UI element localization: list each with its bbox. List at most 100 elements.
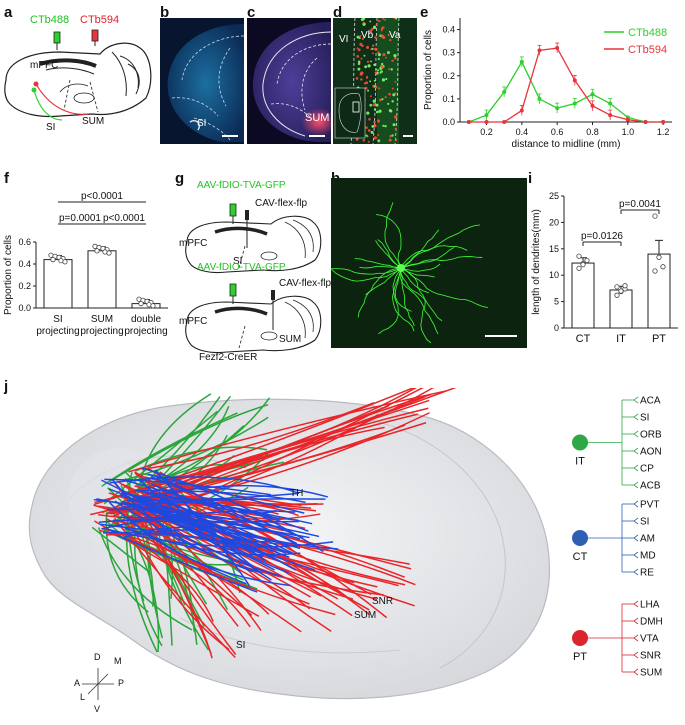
data-point [519, 108, 524, 113]
panel-f-chart: 0.0 0.2 0.4 0.6 Proportion of cells SI project… [0, 176, 175, 366]
labelled-cell [389, 135, 392, 138]
labelled-cell [369, 20, 372, 23]
labelled-cell [372, 52, 374, 55]
category-label: CT [576, 333, 591, 345]
data-dot [614, 292, 620, 298]
legend-label: CTb594 [628, 44, 667, 56]
target-label: SNR [640, 651, 661, 662]
labelled-cell [391, 59, 394, 62]
y-tick-label: 0.2 [442, 71, 455, 81]
data-dot [580, 262, 586, 268]
y-tick-label: 0.6 [18, 237, 31, 247]
labelled-cell [378, 19, 381, 23]
pt-axon [128, 390, 447, 473]
it-axon [101, 412, 238, 487]
dendrite [331, 267, 402, 282]
y-tick-label: 15 [549, 244, 559, 254]
compass-l: L [80, 692, 86, 702]
coronal-section-si [167, 24, 244, 142]
target-label: CP [640, 464, 654, 475]
labelled-cell [359, 34, 362, 37]
panel-label-i: i [528, 170, 533, 187]
it-axon [91, 526, 150, 573]
dendrite [391, 267, 415, 332]
labelled-cell [395, 18, 398, 20]
y-axis-label: Proportion of cells [3, 235, 14, 315]
data-point [608, 113, 613, 118]
labelled-cell [355, 137, 359, 141]
y-tick-label: 5 [554, 297, 559, 307]
data-point [590, 92, 595, 97]
ct-axon [109, 502, 247, 585]
labelled-cell [363, 54, 366, 57]
legend-label: CTb488 [628, 27, 667, 39]
labelled-cell [377, 53, 382, 57]
neuron-type-PT [572, 630, 588, 646]
bar [647, 253, 671, 329]
labelled-cell [365, 134, 368, 137]
mpfc-label-1: mPFC [179, 238, 208, 249]
pt-axon [121, 413, 419, 503]
data-dot [50, 257, 56, 263]
target-label: SI [640, 517, 649, 528]
labelled-cell [365, 76, 368, 79]
data-point [608, 101, 613, 106]
y-tick-label: 0.2 [18, 281, 31, 291]
compass-d: D [94, 652, 101, 662]
series-line-CTb594 [468, 47, 664, 123]
panel-h-micrograph [331, 178, 527, 348]
labelled-cell [368, 118, 371, 121]
y-tick-label: 20 [549, 217, 559, 227]
ct-axon [112, 519, 299, 523]
region-mpfc-label: mPFC [30, 60, 59, 71]
labelled-cell [387, 33, 390, 36]
y-axis-label: Proportion of cells [423, 30, 434, 110]
branch-arrowhead [633, 634, 639, 642]
it-axon [97, 527, 193, 631]
labelled-cell [388, 109, 392, 113]
y-tick-label: 0.1 [442, 94, 455, 104]
neuron-type-label: CT [573, 551, 588, 563]
dendrite [400, 267, 415, 327]
region-sum-label: SUM [82, 116, 105, 127]
panel-g-schematic: AAV-fDIO-TVA-GFP CAV-flex-flp mPFC SI AA… [175, 176, 331, 368]
significance-label: p<0.0001 [103, 213, 145, 224]
labelled-cell [373, 120, 376, 124]
labelled-cell [377, 69, 380, 72]
dendrite [384, 202, 402, 269]
labelled-cell [356, 55, 360, 58]
bar [131, 303, 161, 309]
labelled-cell [380, 34, 384, 38]
labelled-cell [357, 60, 361, 63]
data-dot [62, 259, 68, 265]
data-dot [576, 253, 582, 259]
data-dot [614, 284, 620, 290]
dendrite [400, 245, 468, 269]
panel-d-micrograph: VI Vb Va [333, 18, 417, 144]
panel-label-d: d [333, 4, 343, 21]
labelled-cell [364, 65, 368, 69]
panel-label-j: j [4, 378, 9, 395]
layer-va-label: Va [389, 30, 401, 41]
labelled-cell [391, 134, 394, 137]
dendrite [357, 267, 402, 318]
x-axis-label: distance to midline (mm) [512, 139, 621, 150]
labelled-cell [366, 45, 370, 49]
data-dot [656, 254, 662, 260]
y-tick-label: 0.0 [442, 117, 455, 127]
category-label: IT [616, 333, 626, 345]
labelled-cell [360, 57, 363, 60]
labelled-cell [365, 126, 368, 129]
significance-label: p=0.0001 [59, 213, 101, 224]
labelled-cell [355, 77, 359, 80]
branch-arrowhead [633, 464, 639, 472]
it-axon [103, 410, 218, 505]
labelled-cell [373, 123, 377, 127]
labelled-cell [357, 48, 361, 52]
region-th-label: TH [290, 488, 304, 499]
ct-axon [109, 476, 300, 495]
compass-p: P [118, 678, 125, 688]
labelled-cell [384, 18, 387, 21]
branch-arrowhead [633, 617, 639, 625]
